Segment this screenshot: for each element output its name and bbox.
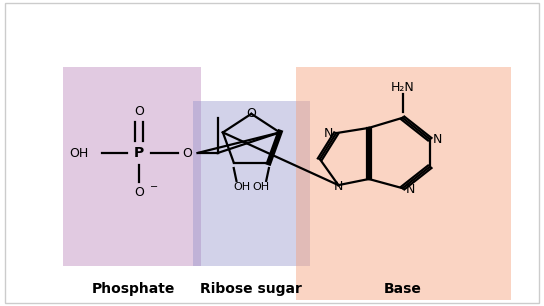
Text: O: O xyxy=(246,107,256,120)
Text: O: O xyxy=(134,105,144,118)
Text: H₂N: H₂N xyxy=(391,81,415,94)
Text: Ribose sugar: Ribose sugar xyxy=(200,282,302,296)
Bar xyxy=(63,67,201,266)
Text: P: P xyxy=(134,146,144,160)
Text: N: N xyxy=(333,180,343,193)
Text: Phosphate: Phosphate xyxy=(91,282,175,296)
Text: OH: OH xyxy=(70,147,89,159)
Text: O: O xyxy=(134,186,144,199)
Text: Base: Base xyxy=(384,282,422,296)
Text: N: N xyxy=(406,183,416,196)
Text: N: N xyxy=(433,133,443,146)
Text: O: O xyxy=(183,147,193,159)
Text: N: N xyxy=(323,127,333,140)
Text: OH: OH xyxy=(233,182,250,192)
Text: −: − xyxy=(150,182,158,192)
Bar xyxy=(193,101,310,266)
Text: OH: OH xyxy=(252,182,269,192)
Bar xyxy=(296,67,511,300)
